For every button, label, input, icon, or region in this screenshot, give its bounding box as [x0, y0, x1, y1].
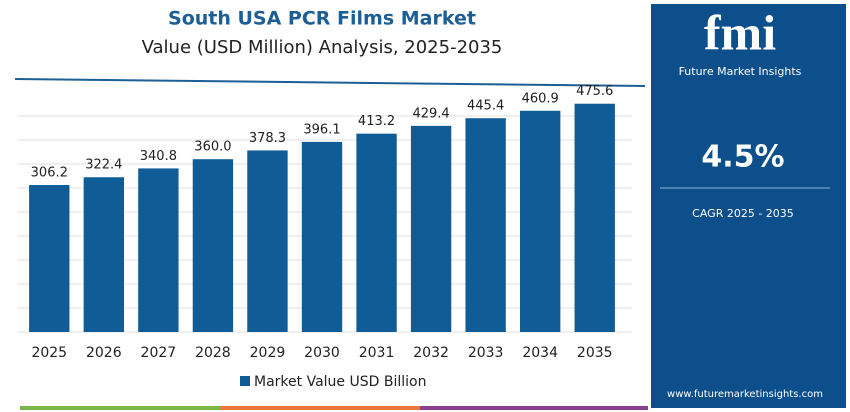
cagr-value: 4.5%: [701, 140, 784, 175]
logo: fmi: [704, 4, 776, 60]
bar: [356, 133, 397, 332]
bar: [520, 110, 561, 332]
bar: [410, 125, 452, 332]
stripe: [20, 406, 220, 410]
url: www.futuremarketinsights.com: [667, 389, 823, 400]
bar: [465, 118, 506, 332]
bar: [574, 103, 615, 332]
x-tick-label: 2030: [304, 345, 340, 361]
chart-title: South USA PCR Films Market: [168, 8, 476, 30]
bar: [192, 159, 234, 332]
x-tick-label: 2026: [86, 345, 122, 361]
x-tick-label: 2031: [359, 345, 395, 361]
value-label: 340.8: [140, 149, 177, 164]
bar: [29, 185, 70, 332]
x-tick-label: 2028: [195, 345, 231, 361]
bar: [247, 150, 288, 332]
value-label: 445.4: [467, 99, 504, 114]
bar: [83, 177, 124, 332]
chart-subtitle: Value (USD Million) Analysis, 2025-2035: [142, 37, 503, 58]
legend-label: Market Value USD Billion: [254, 374, 426, 390]
bar: [138, 168, 179, 332]
x-tick-label: 2029: [250, 345, 286, 361]
value-label: 460.9: [522, 91, 559, 106]
value-label: 429.4: [412, 106, 449, 121]
value-label: 475.6: [576, 84, 613, 99]
value-label: 413.2: [358, 114, 395, 129]
legend-swatch: [240, 376, 250, 386]
brand: Future Market Insights: [679, 65, 802, 78]
value-label: 306.2: [31, 166, 68, 181]
x-tick-label: 2027: [141, 345, 177, 361]
x-tick-label: 2032: [413, 345, 449, 361]
side-panel: [651, 4, 846, 408]
value-label: 396.1: [303, 122, 340, 137]
value-label: 322.4: [85, 158, 122, 173]
stripe: [220, 406, 420, 410]
value-label: 378.3: [249, 131, 286, 146]
cagr-label: CAGR 2025 - 2035: [692, 207, 794, 220]
x-tick-label: 2034: [522, 345, 558, 361]
x-tick-label: 2035: [577, 345, 613, 361]
value-label: 360.0: [194, 140, 231, 155]
x-tick-label: 2033: [468, 345, 504, 361]
stripe: [420, 406, 648, 410]
x-tick-label: 2025: [31, 345, 67, 361]
bar: [301, 141, 343, 332]
divider: [14, 78, 646, 87]
